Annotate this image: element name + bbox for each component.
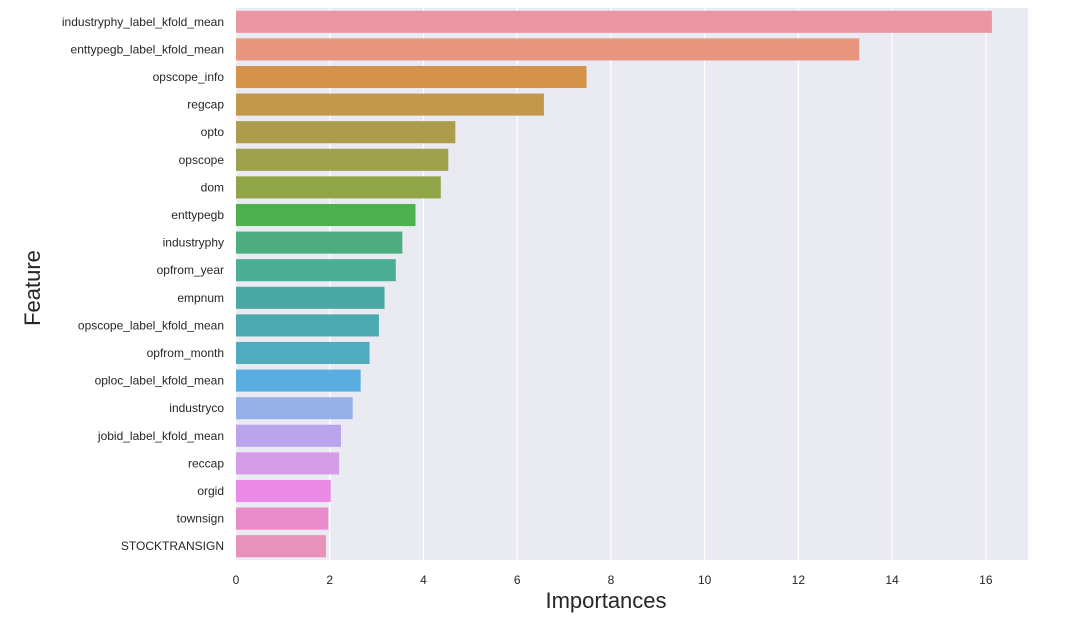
bar-reccap [236,452,340,475]
bar-enttypegb_label_kfold_mean [236,38,860,61]
y-tick-label: industryphy_label_kfold_mean [62,15,224,29]
bar-jobid_label_kfold_mean [236,424,341,447]
y-tick-label: industryco [169,401,224,415]
y-tick-label: opscope_label_kfold_mean [78,318,224,332]
bar-industryco [236,397,353,420]
bar-industryphy [236,231,403,254]
x-tick-label: 10 [698,573,712,587]
y-tick-label: opto [201,125,225,139]
plot-background [236,8,1028,560]
x-tick-label: 8 [608,573,615,587]
y-tick-label: opfrom_year [157,263,224,277]
bar-industryphy_label_kfold_mean [236,10,992,33]
x-axis-title: Importances [545,588,666,613]
y-tick-label: STOCKTRANSIGN [121,539,224,553]
bar-empnum [236,286,385,309]
x-tick-label: 12 [792,573,806,587]
bar-regcap [236,93,544,116]
x-tick-label: 16 [979,573,993,587]
bars [236,10,992,558]
x-tick-label: 4 [420,573,427,587]
bar-oploc_label_kfold_mean [236,369,361,392]
y-tick-label: enttypegb [171,208,224,222]
y-tick-label: empnum [177,291,224,305]
y-tick-label: opscope [179,153,225,167]
bar-orgid [236,479,331,503]
bar-townsign [236,507,329,530]
y-tick-label: jobid_label_kfold_mean [97,429,224,443]
bar-opfrom_month [236,341,370,365]
y-tick-label: opscope_info [153,70,225,84]
x-tick-label: 14 [885,573,899,587]
bar-STOCKTRANSIGN [236,535,326,558]
x-tick-labels: 0 2 4 6 8 10 12 14 16 [233,573,993,587]
y-axis-title: Feature [20,250,45,326]
y-tick-label: dom [201,180,224,194]
y-tick-labels: industryphy_label_kfold_mean enttypegb_la… [62,15,224,553]
bar-dom [236,176,441,199]
bar-opscope [236,148,449,171]
bar-enttypegb [236,203,416,227]
bar-opscope_info [236,65,587,89]
y-tick-label: reccap [188,456,224,470]
bar-opscope_label_kfold_mean [236,314,379,337]
bar-opto [236,121,456,144]
x-tick-label: 0 [233,573,240,587]
x-tick-label: 6 [514,573,521,587]
y-tick-label: regcap [187,98,224,112]
y-tick-label: industryphy [163,236,224,250]
y-tick-label: orgid [197,484,224,498]
y-tick-label: oploc_label_kfold_mean [95,374,224,388]
y-tick-label: enttypegb_label_kfold_mean [71,42,224,56]
y-tick-label: opfrom_month [147,346,224,360]
y-tick-label: townsign [177,512,224,526]
x-tick-label: 2 [326,573,333,587]
bar-opfrom_year [236,259,396,282]
